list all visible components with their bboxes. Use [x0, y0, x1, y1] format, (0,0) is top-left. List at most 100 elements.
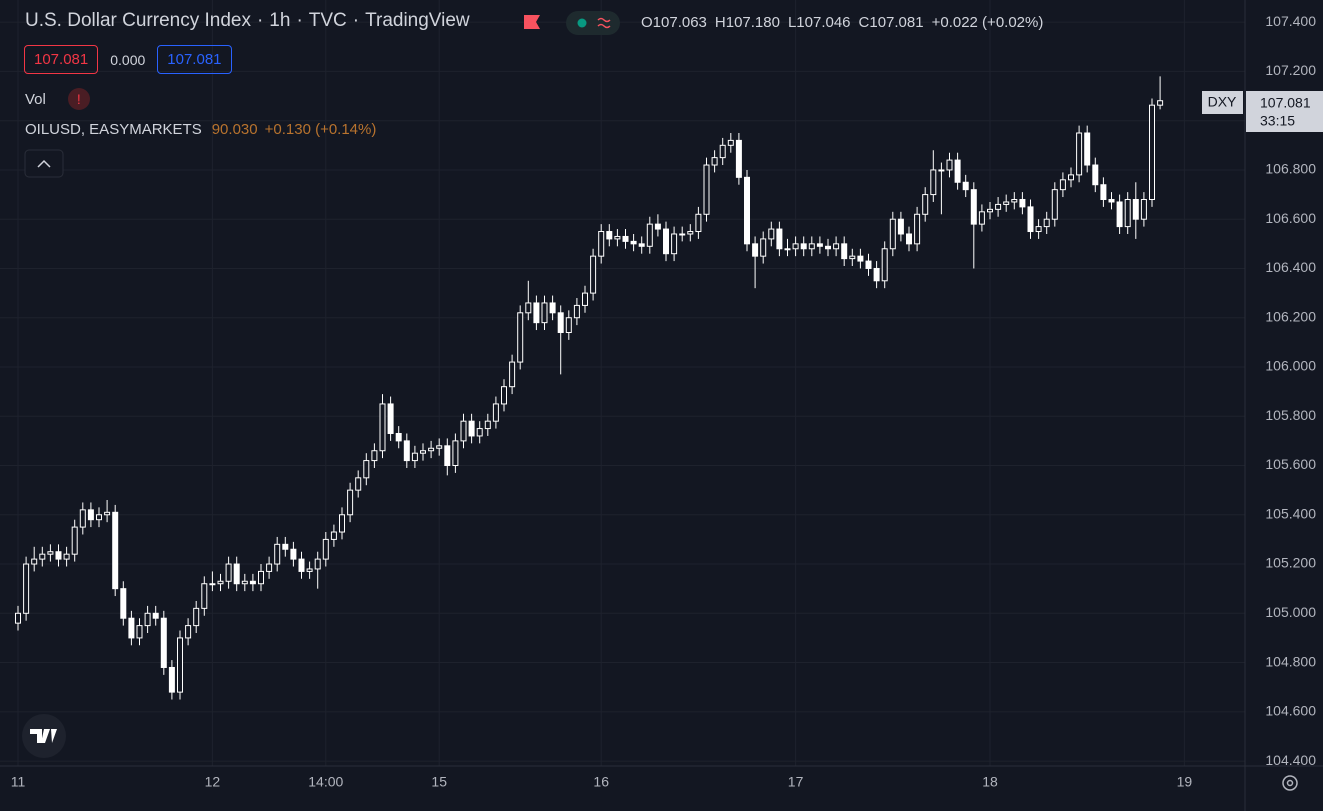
- candle-body: [185, 625, 192, 639]
- candle-body: [298, 558, 305, 572]
- candle-body: [533, 302, 540, 324]
- candle-body: [168, 666, 175, 693]
- candle-body: [1108, 199, 1115, 203]
- candle-body: [622, 235, 629, 242]
- settings-icon[interactable]: [1282, 775, 1298, 791]
- candle-body: [695, 213, 702, 233]
- candle-body: [1124, 199, 1131, 228]
- candle-body: [800, 243, 807, 250]
- candle-body: [347, 489, 354, 516]
- x-tick-label: 15: [431, 774, 447, 790]
- candle-body: [87, 509, 94, 521]
- candle-body: [744, 176, 750, 245]
- candle-body: [104, 511, 111, 516]
- source: TradingView: [365, 10, 470, 31]
- candle-body: [573, 304, 580, 319]
- candle-body: [978, 211, 985, 225]
- candle-body: [995, 203, 1002, 210]
- candle-body: [233, 563, 240, 585]
- candle-body: [857, 255, 864, 262]
- y-tick-label: 106.600: [1265, 210, 1316, 226]
- separator: ·: [352, 10, 360, 31]
- candle-body: [387, 403, 394, 434]
- candle-body: [144, 612, 151, 627]
- candle-body: [816, 243, 823, 247]
- symbol-tag-label: DXY: [1208, 94, 1237, 110]
- close: C107.081: [858, 14, 924, 31]
- market-status[interactable]: [566, 11, 620, 35]
- buy-button[interactable]: 107.081: [157, 45, 232, 74]
- candle-body: [1132, 199, 1139, 220]
- candle-body: [833, 243, 840, 250]
- spread: 0.000: [110, 51, 146, 68]
- candle-body: [825, 245, 831, 250]
- y-tick-label: 106.200: [1265, 308, 1316, 324]
- candle-body: [582, 292, 588, 306]
- candle-body: [79, 509, 86, 528]
- candle-body: [881, 248, 888, 282]
- candle-body: [501, 386, 507, 405]
- candle-body: [201, 583, 208, 609]
- y-tick-label: 106.400: [1265, 259, 1316, 275]
- candle-body: [679, 233, 686, 236]
- candle-body: [1140, 199, 1147, 220]
- candle-body: [962, 181, 969, 191]
- last-price-tag: [1246, 91, 1323, 132]
- candle-body: [598, 231, 605, 257]
- candle-body: [792, 243, 799, 250]
- candle-body: [436, 445, 443, 449]
- candle-body: [379, 403, 386, 452]
- candle-body: [266, 563, 273, 572]
- candle-body: [371, 450, 378, 462]
- candle-body: [193, 607, 200, 627]
- interval[interactable]: 1h: [269, 10, 291, 31]
- symbol-tag: [1202, 91, 1243, 114]
- candle-body: [31, 558, 38, 565]
- y-tick-label: 105.600: [1265, 456, 1316, 472]
- candle-body: [71, 526, 78, 555]
- y-tick-label: 104.600: [1265, 703, 1316, 719]
- candle-body: [1043, 218, 1050, 228]
- candle-body: [492, 403, 499, 422]
- candle-body: [1084, 132, 1091, 166]
- compare-symbol: OILUSD, EASYMARKETS: [25, 121, 202, 138]
- candle-body: [671, 233, 678, 255]
- y-tick-label: 105.800: [1265, 407, 1316, 423]
- candle-body: [784, 248, 791, 251]
- candle-body: [646, 223, 653, 247]
- sell-button[interactable]: 107.081: [24, 45, 99, 74]
- y-tick-label: 107.400: [1265, 13, 1316, 29]
- candle-body: [1011, 199, 1018, 203]
- collapse-button[interactable]: [24, 149, 64, 178]
- tv-logo[interactable]: [22, 714, 66, 758]
- candle-body: [922, 194, 929, 215]
- low: L107.046: [787, 14, 851, 31]
- candle-body: [128, 617, 135, 639]
- candle-body: [970, 189, 977, 225]
- x-tick-label: 14:00: [308, 774, 343, 790]
- candle-body: [112, 511, 119, 590]
- candle-body: [339, 514, 345, 533]
- candle-body: [954, 159, 961, 183]
- candle-body: [889, 218, 896, 250]
- candle-body: [428, 447, 435, 452]
- candle-body: [841, 243, 848, 260]
- symbol: U.S. Dollar Currency Index: [25, 10, 251, 31]
- candle-body: [525, 302, 532, 314]
- last-price: 107.081: [1260, 95, 1311, 111]
- candle-body: [468, 420, 475, 437]
- candle-body: [444, 445, 451, 467]
- candle-body: [1019, 199, 1026, 208]
- candle-body: [735, 139, 742, 178]
- candle-body: [322, 538, 329, 560]
- candle-body: [606, 231, 613, 240]
- vol-warning[interactable]: !: [67, 88, 90, 110]
- x-tick-label: 18: [982, 774, 998, 790]
- candle-body: [160, 617, 167, 668]
- candle-body: [1149, 104, 1155, 201]
- candle-body: [1051, 189, 1058, 220]
- candle-body: [55, 551, 62, 560]
- candle-body: [590, 255, 597, 294]
- flag-icon[interactable]: [524, 15, 540, 29]
- candle-body: [914, 213, 921, 245]
